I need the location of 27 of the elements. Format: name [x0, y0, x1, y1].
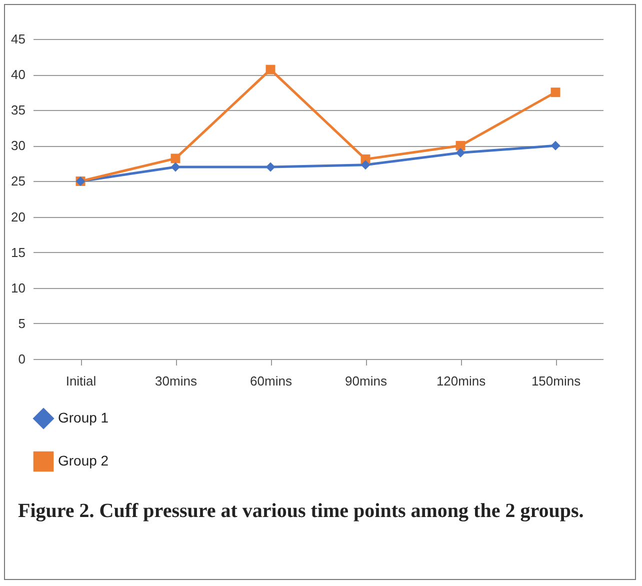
point: [550, 140, 560, 150]
y-tick-label: 15: [11, 244, 26, 260]
legend-label: Group 1: [58, 410, 109, 426]
point: [266, 162, 276, 172]
x-tick-label: 30mins: [155, 374, 198, 388]
point: [456, 148, 466, 158]
y-tick-label: 20: [11, 209, 26, 224]
y-tick-label: 40: [11, 67, 26, 82]
y-tick-label: 45: [11, 32, 26, 46]
point: [360, 160, 370, 170]
point: [266, 64, 276, 74]
caption: Figure 2. Cuff pressure at various time points among the 2 groups.: [18, 500, 585, 522]
x-tick-label: Initial: [66, 374, 96, 388]
legend-label: Group 2: [58, 452, 109, 468]
x-tick-label: 90mins: [345, 374, 388, 388]
x-tick-label: 150mins: [531, 374, 582, 388]
y-tick-label: 30: [11, 138, 26, 154]
point: [170, 162, 180, 172]
y-tick-label: 35: [11, 102, 26, 118]
y-tick-label: 0: [18, 352, 26, 366]
point: [550, 88, 560, 98]
y-tick-label: 10: [11, 280, 26, 296]
y-tick-label: 5: [18, 316, 26, 331]
point: [170, 154, 180, 164]
x-tick-label: 60mins: [250, 374, 292, 388]
x-tick-label: 120mins: [436, 374, 486, 388]
y-tick-label: 25: [11, 174, 26, 189]
